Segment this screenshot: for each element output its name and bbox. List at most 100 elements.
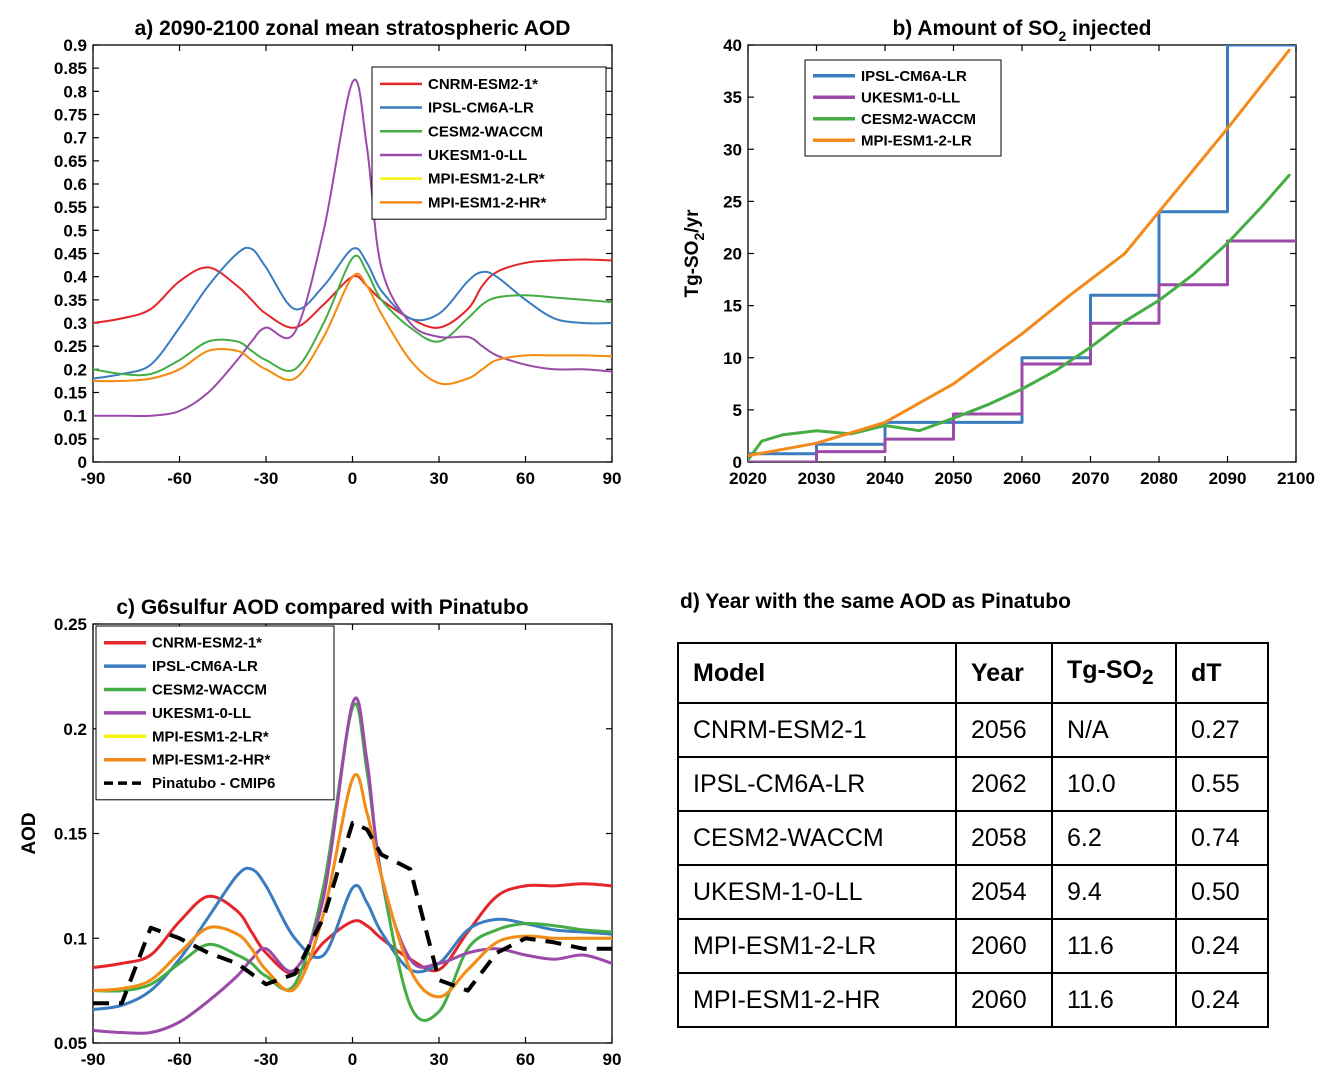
y-tick-label: 0.75 — [54, 106, 87, 125]
legend-label: UKESM1-0-LL — [428, 147, 527, 164]
legend-label: MPI-ESM1-2-LR — [861, 132, 972, 149]
x-tick-label: 2070 — [1072, 469, 1110, 488]
x-tick-label: 2030 — [798, 469, 836, 488]
y-tick-label: 30 — [723, 140, 742, 159]
y-tick-label: 0.85 — [54, 59, 87, 78]
cell-year: 2058 — [955, 810, 1053, 866]
cell-dt: 0.50 — [1175, 864, 1269, 920]
x-tick-label: -90 — [81, 469, 106, 488]
chart-panel-a: -90 -60 -30 0 30 60 90 0 0.05 0.1 0.15 0.2 0.25 0.3 0.… — [54, 17, 622, 488]
series-line-ukesm1-0-ll — [93, 696, 612, 1035]
x-tick-label: -60 — [167, 469, 192, 488]
x-tick-label: 0 — [348, 469, 357, 488]
x-tick-label: 90 — [603, 469, 622, 488]
y-tick-label: 0.2 — [63, 720, 87, 739]
cell-tg: 10.0 — [1051, 756, 1177, 812]
y-tick-label: 0.15 — [54, 825, 87, 844]
legend-label: Pinatubo - CMIP6 — [152, 775, 275, 792]
x-tick-label: 2020 — [729, 469, 767, 488]
legend-label: CESM2-WACCM — [861, 111, 976, 128]
y-tick-label: 20 — [723, 245, 742, 264]
cell-tg: 6.2 — [1051, 810, 1177, 866]
cell-model: UKESM-1-0-LL — [677, 864, 957, 920]
x-tick-label: 2090 — [1209, 469, 1247, 488]
legend-label: CNRM-ESM2-1* — [428, 76, 538, 93]
x-tick-label: 0 — [348, 1050, 357, 1069]
pinatubo-aod-table: Model Year Tg-SO2 dT CNRM-ESM2-1 2056 N/… — [677, 642, 1269, 1028]
y-tick-label: 0.25 — [54, 615, 87, 634]
x-tick-label: 60 — [516, 1050, 535, 1069]
cell-tg: 11.6 — [1051, 972, 1177, 1028]
header-tg-subscript: 2 — [1142, 666, 1154, 689]
y-tick-label: 0.1 — [63, 929, 87, 948]
y-tick-label: 0.6 — [63, 175, 87, 194]
table-row: CESM2-WACCM 2058 6.2 0.74 — [677, 810, 1269, 866]
legend-label: CESM2-WACCM — [152, 682, 267, 699]
legend-label: IPSL-CM6A-LR — [428, 100, 534, 117]
legend-label: UKESM1-0-LL — [861, 89, 960, 106]
y-tick-label: 0.35 — [54, 291, 87, 310]
series-line-ukesm1-0-ll — [748, 239, 1296, 462]
legend-label: IPSL-CM6A-LR — [861, 68, 967, 85]
series-line-cnrm-esm2-1 — [93, 258, 612, 329]
table-row: MPI-ESM1-2-HR 2060 11.6 0.24 — [677, 972, 1269, 1028]
legend-label: MPI-ESM1-2-HR* — [152, 752, 271, 769]
x-tick-label: 2060 — [1003, 469, 1041, 488]
cell-year: 2054 — [955, 864, 1053, 920]
series-line-cnrm-esm2-1 — [93, 882, 612, 976]
y-tick-label: 0.1 — [63, 407, 87, 426]
header-dt: dT — [1175, 642, 1269, 704]
legend-box — [371, 66, 607, 220]
y-tick-label: 0.5 — [63, 221, 87, 240]
title-suffix: injected — [1066, 17, 1151, 40]
y-tick-label: 40 — [723, 36, 742, 55]
series-line-ipsl-cm6a-lr — [93, 246, 612, 380]
y-tick-label: 0.25 — [54, 337, 87, 356]
y-tick-label: 0.8 — [63, 82, 87, 101]
table-row: CNRM-ESM2-1 2056 N/A 0.27 — [677, 702, 1269, 758]
legend-label: UKESM1-0-LL — [152, 705, 251, 722]
cell-year: 2060 — [955, 972, 1053, 1028]
series-line-pinatubo-cmip6 — [93, 821, 612, 1006]
x-tick-label: 2050 — [935, 469, 973, 488]
cell-dt: 0.74 — [1175, 810, 1269, 866]
series-line-ipsl-cm6a-lr — [93, 866, 612, 1011]
chart-title: b) Amount of SO2 injected — [892, 17, 1151, 44]
y-tick-label: 0.45 — [54, 245, 87, 264]
header-year: Year — [955, 642, 1053, 704]
series-line-cesm2-waccm — [93, 254, 612, 377]
cell-year: 2060 — [955, 918, 1053, 974]
cell-dt: 0.27 — [1175, 702, 1269, 758]
y-tick-label: 0.9 — [63, 36, 87, 55]
legend-label: MPI-ESM1-2-LR* — [152, 728, 269, 745]
x-tick-label: -30 — [254, 1050, 279, 1069]
header-model: Model — [677, 642, 957, 704]
y-tick-label: 0.55 — [54, 198, 87, 217]
y-tick-label: 0 — [733, 453, 742, 472]
header-tg-text: Tg-SO — [1067, 656, 1142, 684]
cell-tg: 9.4 — [1051, 864, 1177, 920]
cell-year: 2056 — [955, 702, 1053, 758]
cell-tg: N/A — [1051, 702, 1177, 758]
x-tick-label: 2100 — [1277, 469, 1315, 488]
y-tick-label: 0 — [78, 453, 87, 472]
y-tick-label: 5 — [733, 401, 742, 420]
x-tick-label: -30 — [254, 469, 279, 488]
cell-year: 2062 — [955, 756, 1053, 812]
cell-dt: 0.24 — [1175, 972, 1269, 1028]
cell-model: CESM2-WACCM — [677, 810, 957, 866]
ylabel-suffix: /yr — [682, 209, 703, 233]
y-tick-label: 0.7 — [63, 129, 87, 148]
x-tick-label: 60 — [516, 469, 535, 488]
y-tick-label: 0.2 — [63, 360, 87, 379]
cell-model: IPSL-CM6A-LR — [677, 756, 957, 812]
table-row: UKESM-1-0-LL 2054 9.4 0.50 — [677, 864, 1269, 920]
chart-title: a) 2090-2100 zonal mean stratospheric AO… — [135, 17, 571, 40]
series-line-cesm2-waccm — [748, 173, 1291, 462]
legend-label: CNRM-ESM2-1* — [152, 635, 262, 652]
x-tick-label: 30 — [430, 469, 449, 488]
cell-model: CNRM-ESM2-1 — [677, 702, 957, 758]
cell-dt: 0.24 — [1175, 918, 1269, 974]
x-tick-label: 2040 — [866, 469, 904, 488]
